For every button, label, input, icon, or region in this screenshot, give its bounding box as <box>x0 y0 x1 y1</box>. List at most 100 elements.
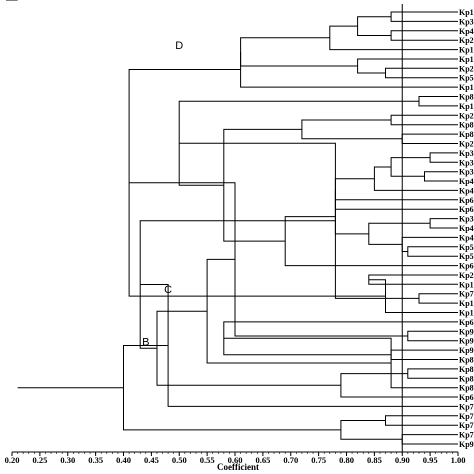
leaf-label: Kp8 <box>459 121 474 130</box>
leaf-label: Kp4 <box>459 224 474 233</box>
dendrogram-branch <box>334 199 369 235</box>
leaf-label: Kp7 <box>459 402 474 411</box>
leaf-label: Kp3 <box>459 158 474 167</box>
dendrogram-branch <box>407 246 458 257</box>
x-tick-label: 0.30 <box>60 455 75 465</box>
leaf-label: Kp2 <box>459 111 474 120</box>
dendrogram-branch <box>373 166 458 191</box>
dendrogram-branch <box>129 182 408 337</box>
leaf-label: Kp9 <box>459 337 474 346</box>
dendrogram-branch <box>424 171 458 182</box>
x-tick-label: 0.50 <box>172 455 187 465</box>
x-axis-title: Coefficient <box>217 462 259 472</box>
x-axis-ticks: 0.20 0.25 0.30 0.35 0.40 0.45 0.50 0.55 0.60 0.65… <box>5 452 466 465</box>
leaf-label: Kp2 <box>459 36 474 45</box>
dendrogram-branch <box>418 293 458 304</box>
x-tick-label: 0.40 <box>116 455 131 465</box>
x-tick-label: 0.95 <box>423 455 438 465</box>
leaf-label: Kp1 <box>459 8 474 17</box>
leaf-label: Kp9 <box>459 440 474 449</box>
leaf-label: Kp3 <box>459 17 474 26</box>
dendrogram-branches <box>6 0 458 445</box>
dendrogram-branch <box>223 128 302 242</box>
leaf-label: Kp7 <box>459 431 474 440</box>
leaf-label: Kp5 <box>459 252 474 261</box>
dendrogram-branch <box>401 434 458 445</box>
x-tick-label: 0.85 <box>367 455 382 465</box>
leaf-label: Kp1 <box>459 309 474 318</box>
leaf-label: Kp4 <box>459 177 474 186</box>
cluster-label: B <box>142 336 149 348</box>
dendrogram-branch <box>123 345 341 431</box>
x-tick-label: 0.35 <box>88 455 103 465</box>
leaf-label: Kp3 <box>459 168 474 177</box>
x-tick-label: 0.75 <box>311 455 326 465</box>
dendrogram-branch <box>429 152 458 163</box>
leaf-labels: Kp1Kp3Kp4Kp2Kp1Kp1Kp2Kp5Kp1Kp8Kp1Kp2Kp8K… <box>459 8 474 449</box>
x-tick-label: 1.00 <box>451 455 466 465</box>
leaf-label: Kp4 <box>459 186 474 195</box>
leaf-label: Kp3 <box>459 215 474 224</box>
leaf-label: Kp1 <box>459 280 474 289</box>
leaf-label: Kp2 <box>459 64 474 73</box>
x-tick-label: 0.65 <box>255 455 270 465</box>
leaf-label: Kp1 <box>459 102 474 111</box>
leaf-label: Kp1 <box>459 46 474 55</box>
leaf-label: Kp3 <box>459 149 474 158</box>
x-tick-label: 0.55 <box>200 455 215 465</box>
leaf-label: Kp2 <box>459 271 474 280</box>
leaf-label: Kp7 <box>459 421 474 430</box>
leaf-label: Kp8 <box>459 374 474 383</box>
leaf-label: Kp4 <box>459 27 474 36</box>
dendrogram-branch <box>407 368 458 379</box>
cluster-label: D <box>175 40 183 52</box>
leaf-label: Kp7 <box>459 290 474 299</box>
dendrogram-branch <box>385 415 458 426</box>
dendrogram-branch <box>340 373 458 398</box>
dendrogram-branch <box>240 51 458 88</box>
dendrogram-branch <box>357 16 392 36</box>
leaf-label: Kp6 <box>459 196 474 205</box>
x-tick-label: 0.20 <box>5 455 20 465</box>
leaf-label: Kp5 <box>459 74 474 83</box>
leaf-label: Kp9 <box>459 346 474 355</box>
leaf-label: Kp7 <box>459 412 474 421</box>
dendrogram-branch <box>418 96 458 107</box>
leaf-label: Kp8 <box>459 93 474 102</box>
dendrogram-branch <box>301 119 403 140</box>
dendrogram-branch <box>340 420 403 440</box>
leaf-label: Kp8 <box>459 130 474 139</box>
leaf-label: Kp4 <box>459 233 474 242</box>
leaf-label: Kp6 <box>459 262 474 271</box>
leaf-label: Kp1 <box>459 55 474 64</box>
leaf-label: Kp8 <box>459 355 474 364</box>
dendrogram-branch <box>429 218 458 229</box>
leaf-label: Kp2 <box>459 139 474 148</box>
leaf-label: Kp6 <box>459 205 474 214</box>
dendrogram-branch <box>390 349 458 360</box>
dendrogram-branch <box>329 25 458 51</box>
dendrogram-branch <box>284 216 458 267</box>
x-tick-label: 0.80 <box>339 455 354 465</box>
leaf-label: Kp1 <box>459 299 474 308</box>
x-tick-label: 0.70 <box>283 455 298 465</box>
dendrogram-branch <box>390 11 458 22</box>
dendrogram-branch <box>368 222 431 245</box>
dendrogram-branch <box>334 178 458 201</box>
leaf-label: Kp8 <box>459 365 474 374</box>
cluster-label: A <box>103 0 111 3</box>
dendrogram-branch <box>401 236 458 252</box>
x-tick-label: 0.25 <box>32 455 47 465</box>
x-tick-label: 0.45 <box>144 455 159 465</box>
cluster-labels: A B C D <box>103 0 183 348</box>
leaf-label: Kp1 <box>459 83 474 92</box>
leaf-label: Kp9 <box>459 327 474 336</box>
leaf-label: Kp6 <box>459 393 474 402</box>
x-tick-label: 0.90 <box>395 455 410 465</box>
dendrogram-branch <box>334 189 458 210</box>
x-tick-label: 0.60 <box>228 455 243 465</box>
dendrogram-branch <box>401 133 458 144</box>
dendrogram-branch <box>407 330 458 342</box>
dendrogram-branch <box>385 67 458 79</box>
